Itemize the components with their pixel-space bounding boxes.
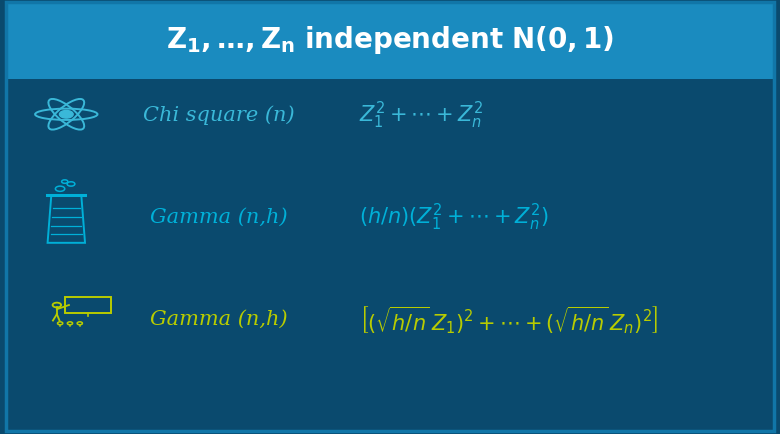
FancyBboxPatch shape bbox=[6, 3, 774, 80]
Text: $\left[(\sqrt{h/n}\, Z_1)^2 + \cdots + (\sqrt{h/n}\, Z_n)^2\right]$: $\left[(\sqrt{h/n}\, Z_1)^2 + \cdots + (… bbox=[359, 303, 658, 335]
Text: $(h/n)(Z_1^2 + \cdots + Z_n^2)$: $(h/n)(Z_1^2 + \cdots + Z_n^2)$ bbox=[359, 201, 548, 233]
Circle shape bbox=[59, 111, 73, 119]
Text: $Z_1^2 + \cdots + Z_n^2$: $Z_1^2 + \cdots + Z_n^2$ bbox=[359, 99, 483, 131]
Text: Gamma (n,h): Gamma (n,h) bbox=[150, 207, 287, 227]
Text: $\mathbf{Z_1,\ldots,Z_n}$ $\mathbf{independent}$ $\mathbf{N(0,1)}$: $\mathbf{Z_1,\ldots,Z_n}$ $\mathbf{indep… bbox=[166, 24, 614, 56]
Text: Gamma (n,h): Gamma (n,h) bbox=[150, 309, 287, 329]
Text: Chi square (n): Chi square (n) bbox=[143, 105, 294, 125]
